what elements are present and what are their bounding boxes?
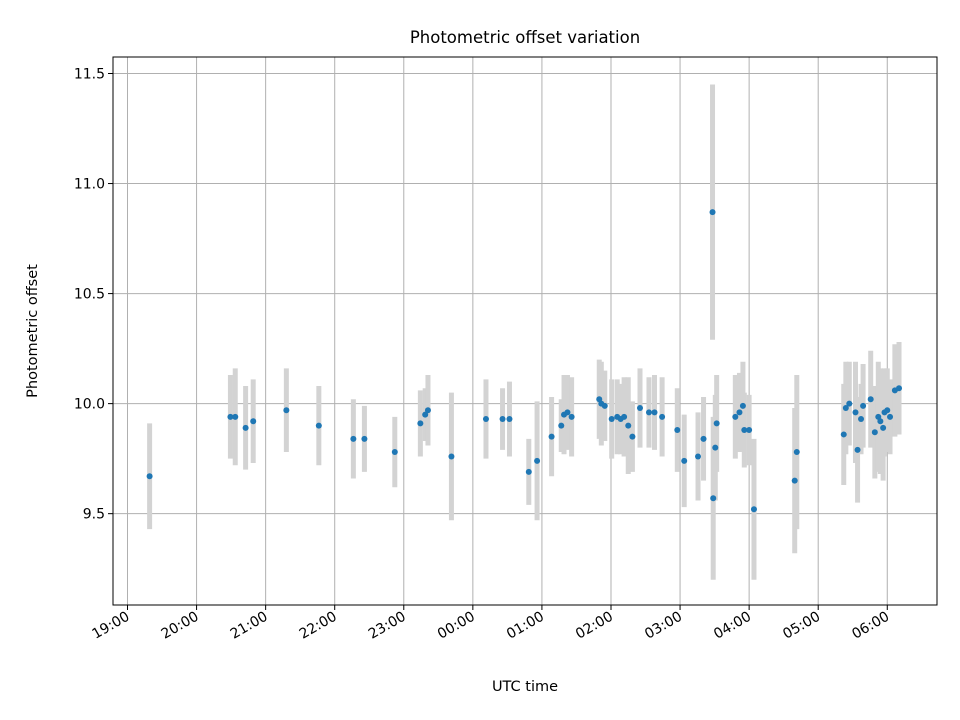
data-point	[884, 407, 891, 414]
data-point	[525, 468, 532, 475]
data-point	[146, 473, 153, 480]
data-point	[242, 424, 249, 431]
data-point	[791, 477, 798, 484]
y-tick-label: 9.5	[83, 507, 105, 523]
data-point	[534, 457, 541, 464]
data-point	[637, 405, 644, 412]
y-axis-ticks: 9.5 10.0 10.5 11.0 11.5	[74, 67, 113, 523]
data-point	[424, 407, 431, 414]
data-point	[558, 422, 565, 429]
data-point	[391, 449, 398, 456]
data-point	[877, 418, 884, 425]
data-point	[283, 407, 290, 414]
data-point	[732, 413, 739, 420]
chart-title: Photometric offset variation	[410, 28, 640, 47]
data-point	[710, 495, 717, 502]
data-point	[860, 402, 867, 409]
data-point	[608, 416, 615, 423]
data-point	[887, 413, 894, 420]
data-point	[741, 427, 748, 434]
data-points	[146, 209, 903, 513]
data-point	[712, 444, 719, 451]
data-point	[896, 385, 903, 392]
data-point	[681, 457, 688, 464]
data-point	[315, 422, 322, 429]
data-point	[227, 413, 234, 420]
data-point	[674, 427, 681, 434]
data-point	[840, 431, 847, 438]
data-point	[750, 506, 757, 513]
data-point	[659, 413, 666, 420]
data-point	[700, 435, 707, 442]
data-point	[713, 420, 720, 427]
data-point	[499, 416, 506, 423]
data-point	[746, 427, 753, 434]
data-point	[871, 429, 878, 436]
data-point	[736, 409, 743, 416]
data-point	[858, 416, 865, 423]
data-point	[621, 413, 628, 420]
data-point	[880, 424, 887, 431]
data-point	[506, 416, 513, 423]
data-point	[651, 409, 658, 416]
plot-frame	[112, 56, 938, 606]
data-point	[482, 416, 489, 423]
data-point	[846, 400, 853, 407]
y-tick-label: 10.5	[74, 287, 105, 303]
grid	[113, 57, 937, 605]
data-point	[645, 409, 652, 416]
data-point	[350, 435, 357, 442]
data-point	[867, 396, 874, 403]
data-point	[695, 453, 702, 460]
data-point	[793, 449, 800, 456]
data-point	[842, 405, 849, 412]
y-tick-label: 11.0	[74, 177, 105, 193]
data-point	[361, 435, 368, 442]
y-tick-label: 10.0	[74, 397, 105, 413]
data-point	[625, 422, 632, 429]
data-point	[422, 411, 429, 418]
data-point	[564, 409, 571, 416]
data-point	[568, 413, 575, 420]
data-point	[417, 420, 424, 427]
data-point	[232, 413, 239, 420]
x-axis-label: UTC time	[492, 679, 558, 695]
data-point	[448, 453, 455, 460]
data-point	[250, 418, 257, 425]
data-point	[739, 402, 746, 409]
data-point	[629, 433, 636, 440]
data-point	[854, 446, 861, 453]
y-axis-label: Photometric offset	[25, 264, 41, 398]
data-point	[601, 402, 608, 409]
data-point	[548, 433, 555, 440]
y-tick-label: 11.5	[74, 67, 105, 83]
data-point	[709, 209, 716, 216]
data-point	[852, 409, 859, 416]
